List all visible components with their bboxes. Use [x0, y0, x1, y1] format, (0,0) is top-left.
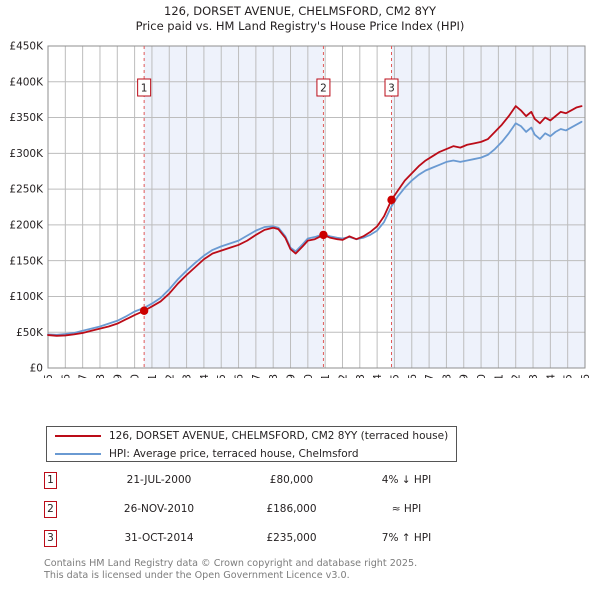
x-axis-tick-label: 2023	[528, 374, 540, 378]
x-axis-tick-label: 2008	[268, 374, 280, 378]
y-axis-tick-label: £50K	[16, 327, 44, 339]
legend-swatch-blue-icon	[55, 453, 101, 455]
legend-item-hpi: HPI: Average price, terraced house, Chel…	[47, 445, 456, 463]
table-row: 2 26-NOV-2010 £186,000 ≈ HPI	[44, 501, 564, 530]
x-axis-tick-label: 2006	[234, 374, 246, 378]
x-axis-tick-label: 2001	[147, 374, 159, 378]
marker-badge-label: 3	[388, 83, 395, 95]
ownership-span	[391, 46, 585, 368]
sale-price-2: £186,000	[266, 503, 317, 515]
x-axis-tick-label: 2010	[303, 374, 315, 378]
x-axis-tick-label: 1997	[78, 374, 90, 378]
y-axis-tick-label: £350K	[9, 112, 44, 124]
plot-border	[47, 45, 586, 369]
page-title: 126, DORSET AVENUE, CHELMSFORD, CM2 8YY …	[0, 4, 600, 34]
x-axis-tick-label: 2015	[389, 374, 401, 378]
chart-legend: 126, DORSET AVENUE, CHELMSFORD, CM2 8YY …	[46, 426, 457, 462]
x-axis-tick-label: 2004	[199, 374, 211, 378]
x-axis-tick-label: 1996	[60, 374, 72, 378]
marker-badge-label: 1	[141, 83, 148, 95]
y-axis-tick-label: £300K	[9, 148, 44, 160]
x-axis-tick-label: 2012	[337, 374, 349, 378]
table-row: 3 31-OCT-2014 £235,000 7% ↑ HPI	[44, 530, 564, 559]
x-axis-tick-label: 2021	[493, 374, 505, 378]
x-axis-tick-label: 2003	[182, 374, 194, 378]
x-axis-tick-label: 2025	[563, 374, 575, 378]
x-axis-tick-label: 2013	[355, 374, 367, 378]
y-axis-tick-label: £0	[30, 363, 43, 375]
marker-badge-box	[316, 78, 331, 97]
sales-list: 1 21-JUL-2000 £80,000 4% ↓ HPI 2 26-NOV-…	[44, 472, 564, 559]
sale-date-3: 31-OCT-2014	[124, 532, 194, 544]
x-axis-tick-label: 2022	[511, 374, 523, 378]
x-axis-tick-label: 1995	[43, 374, 55, 378]
table-row: 1 21-JUL-2000 £80,000 4% ↓ HPI	[44, 472, 564, 501]
y-axis-tick-label: £250K	[9, 184, 44, 196]
x-axis-tick-label: 2011	[320, 374, 332, 378]
sale-point-marker	[139, 306, 149, 315]
sale-marker-badge-1: 1	[44, 472, 57, 489]
x-axis-tick-label: 2014	[372, 374, 384, 378]
x-axis-tick-label: 2026	[580, 374, 592, 378]
chart-title: 126, DORSET AVENUE, CHELMSFORD, CM2 8YY	[164, 4, 436, 18]
chart-area: £0 £50K £100K £150K £200K £250K £300K £350K £400…	[0, 38, 600, 378]
sale-marker-badge-2: 2	[44, 501, 57, 518]
marker-badge-box	[137, 78, 152, 97]
sale-point-marker	[319, 230, 328, 240]
footer-line-copyright: Contains HM Land Registry data © Crown c…	[44, 558, 418, 569]
x-axis-tick-label: 2007	[251, 374, 263, 378]
sale-hpi-delta-3: 7% ↑ HPI	[381, 532, 432, 544]
y-axis-tick-label: £200K	[9, 219, 44, 231]
y-axis-tick-label: £150K	[9, 255, 44, 267]
sale-price-3: £235,000	[266, 532, 317, 544]
sale-date-2: 26-NOV-2010	[123, 503, 195, 515]
legend-label-property: 126, DORSET AVENUE, CHELMSFORD, CM2 8YY …	[109, 430, 449, 442]
ownership-span	[144, 46, 324, 368]
legend-label-hpi: HPI: Average price, terraced house, Chel…	[109, 448, 359, 460]
x-axis-tick-label: 2005	[216, 374, 228, 378]
x-axis-tick-label: 2000	[130, 374, 142, 378]
legend-swatch-red-icon	[55, 435, 101, 437]
x-axis-tick-label: 2018	[441, 374, 453, 378]
marker-badge-box	[384, 78, 399, 97]
x-axis-tick-label: 2019	[459, 374, 471, 378]
marker-badge-label: 2	[320, 83, 327, 95]
x-axis-tick-label: 1999	[112, 374, 124, 378]
y-axis-tick-label: £450K	[9, 41, 44, 53]
x-axis-tick-label: 1998	[95, 374, 107, 378]
sale-hpi-delta-1: 4% ↓ HPI	[381, 474, 432, 486]
x-axis-tick-label: 2017	[424, 374, 436, 378]
chart-subtitle: Price paid vs. HM Land Registry's House …	[135, 19, 465, 33]
footer-attribution: Contains HM Land Registry data © Crown c…	[44, 558, 584, 581]
series-line	[47, 105, 583, 337]
y-axis-tick-label: £400K	[9, 76, 44, 88]
y-axis-tick-label: £100K	[9, 291, 44, 303]
sale-point-marker	[387, 195, 396, 205]
footer-line-licence: This data is licensed under the Open Gov…	[44, 569, 350, 581]
x-axis-tick-label: 2024	[545, 374, 557, 378]
sale-price-1: £80,000	[269, 474, 314, 486]
x-axis-tick-label: 2009	[286, 374, 298, 378]
sale-hpi-delta-2: ≈ HPI	[391, 503, 422, 515]
price-history-chart: £0 £50K £100K £150K £200K £250K £300K £350K £400…	[9, 41, 592, 378]
sale-date-1: 21-JUL-2000	[126, 474, 192, 486]
x-axis-tick-label: 2016	[407, 374, 419, 378]
legend-item-property: 126, DORSET AVENUE, CHELMSFORD, CM2 8YY …	[47, 427, 456, 445]
sale-marker-badge-3: 3	[44, 530, 57, 547]
x-axis-tick-label: 2020	[476, 374, 488, 378]
x-axis-tick-label: 2002	[164, 374, 176, 378]
